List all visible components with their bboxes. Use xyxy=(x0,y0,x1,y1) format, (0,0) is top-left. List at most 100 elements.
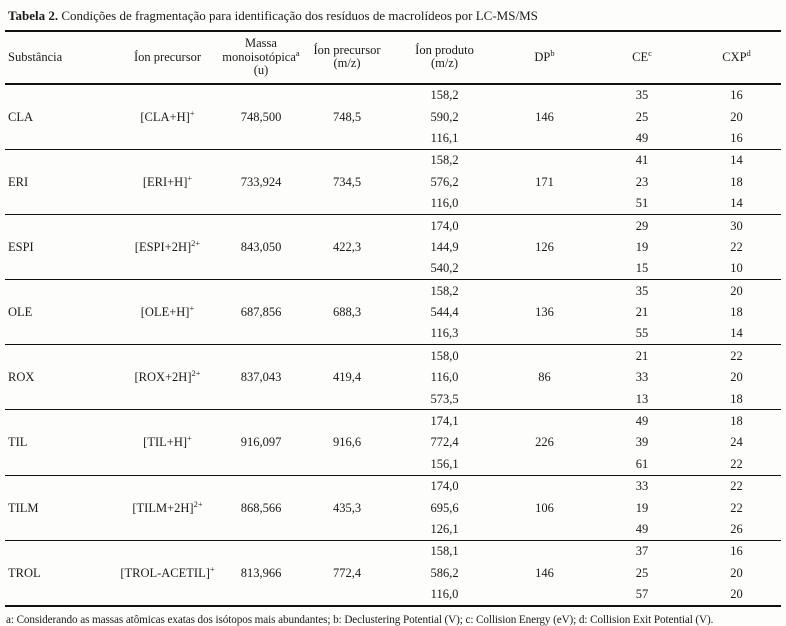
cell-dp: 126 xyxy=(535,239,554,254)
cell-cxp: 20 xyxy=(730,565,743,580)
cell-produto-mz: 576,2 xyxy=(430,174,459,189)
table-row: OLE [OLE+H]+ 687,856 688,3 158,2 136 35 … xyxy=(5,280,781,319)
substance-group: TIL [TIL+H]+ 916,097 916,6 174,1 226 49 … xyxy=(5,410,781,476)
column-header-ion-precursor: Íon precursor xyxy=(134,49,201,64)
cell-precursor-mz: 916,6 xyxy=(332,435,362,450)
cell-cxp: 14 xyxy=(730,196,743,211)
cell-cxp: 18 xyxy=(730,391,743,406)
substance-group: OLE [OLE+H]+ 687,856 688,3 158,2 136 35 … xyxy=(5,280,781,345)
cell-substancia: TROL xyxy=(8,565,41,580)
cell-precursor-mz: 748,5 xyxy=(332,109,362,124)
cell-produto-mz: 158,2 xyxy=(430,153,459,168)
cell-dp: 146 xyxy=(535,565,554,580)
cell-cxp: 22 xyxy=(730,239,743,254)
cell-produto-mz: 158,2 xyxy=(430,88,459,103)
cell-ce: 57 xyxy=(635,587,649,602)
cell-produto-mz: 116,0 xyxy=(430,196,459,211)
header-row: Substância Íon precursor Massa monoisotó… xyxy=(5,31,781,84)
cell-cxp: 22 xyxy=(730,456,743,471)
cell-substancia: ERI xyxy=(8,174,29,189)
cell-cxp: 18 xyxy=(730,174,743,189)
cell-produto-mz: 116,0 xyxy=(430,370,459,385)
cell-massa-monoisotopica: 916,097 xyxy=(240,435,282,450)
cell-massa-monoisotopica: 748,500 xyxy=(240,109,282,124)
footnote-marker-b: b xyxy=(550,47,555,58)
column-header-ion-precursor-mz: Íon precursor (m/z) xyxy=(313,42,381,71)
cell-cxp: 18 xyxy=(730,305,743,320)
cell-ce: 25 xyxy=(635,565,649,580)
cell-ion-precursor: [ESPI+2H]2+ xyxy=(134,237,201,254)
cell-ion-precursor: [CLA+H]+ xyxy=(140,107,195,124)
table-row: 544,4 21 18 xyxy=(5,301,781,322)
cell-ion-precursor: [OLE+H]+ xyxy=(140,302,195,320)
cell-cxp: 24 xyxy=(730,435,743,450)
cell-produto-mz: 772,4 xyxy=(430,435,459,450)
cell-ce: 23 xyxy=(635,174,649,189)
column-header-ce: CEc xyxy=(632,47,652,64)
cell-produto-mz: 544,4 xyxy=(430,305,459,320)
cell-cxp: 20 xyxy=(730,283,743,298)
cell-ce: 61 xyxy=(635,456,649,471)
table-row: ERI [ERI+H]+ 733,924 734,5 158,2 171 41 … xyxy=(5,149,781,188)
cell-dp: 226 xyxy=(535,435,554,450)
table-header: Substância Íon precursor Massa monoisotó… xyxy=(5,31,781,84)
substance-group: TROL [TROL-ACETIL]+ 813,966 772,4 158,1 … xyxy=(5,540,781,606)
cell-produto-mz: 156,1 xyxy=(430,456,459,471)
footnote-marker-c: c xyxy=(648,47,652,58)
table-row: 144,9 19 22 xyxy=(5,236,781,257)
table-row: ESPI [ESPI+2H]2+ 843,050 422,3 174,0 126… xyxy=(5,214,781,254)
table-row: 126,1 49 26 xyxy=(5,518,781,540)
cell-dp: 136 xyxy=(535,305,554,320)
cell-produto-mz: 116,1 xyxy=(430,130,459,145)
cell-ce: 33 xyxy=(635,479,649,494)
cell-dp: 171 xyxy=(535,174,554,189)
column-header-ion-produto-mz: Íon produto (m/z) xyxy=(415,42,474,71)
cell-ce: 35 xyxy=(635,88,649,103)
cell-substancia: ROX xyxy=(8,370,35,385)
footnote-marker-a: a xyxy=(295,47,300,58)
substance-group: ERI [ERI+H]+ 733,924 734,5 158,2 171 41 … xyxy=(5,149,781,215)
table-row: ROX [ROX+2H]2+ 837,043 419,4 158,0 86 21… xyxy=(5,345,781,384)
cell-cxp: 20 xyxy=(730,370,743,385)
table-footnote: a: Considerando as massas atômicas exata… xyxy=(6,613,714,626)
cell-ion-precursor: [ROX+2H]2+ xyxy=(134,368,201,385)
cell-ce: 15 xyxy=(635,261,649,276)
cell-produto-mz: 158,0 xyxy=(430,348,459,363)
cell-produto-mz: 174,0 xyxy=(430,479,459,494)
cell-massa-monoisotopica: 687,856 xyxy=(240,305,282,320)
charge-superscript: 2+ xyxy=(191,368,201,379)
cell-cxp: 30 xyxy=(730,218,743,233)
table-row: CLA [CLA+H]+ 748,500 748,5 158,2 146 35 … xyxy=(5,84,781,123)
cell-ce: 49 xyxy=(635,522,649,536)
cell-cxp: 14 xyxy=(730,153,743,168)
table-row: 576,2 23 18 xyxy=(5,171,781,192)
table-caption-label: Tabela 2. xyxy=(8,8,59,23)
cell-ce: 19 xyxy=(635,500,649,515)
cell-ce: 29 xyxy=(635,218,649,233)
cell-dp: 106 xyxy=(535,500,554,515)
table-row: 590,2 25 20 xyxy=(5,106,781,127)
cell-cxp: 18 xyxy=(730,414,743,429)
cell-produto-mz: 144,9 xyxy=(430,239,459,254)
cell-cxp: 16 xyxy=(730,130,743,145)
table-row: 116,0 57 20 xyxy=(5,583,781,605)
cell-ce: 25 xyxy=(635,109,649,124)
charge-superscript: 2+ xyxy=(193,498,203,509)
cell-ce: 21 xyxy=(635,348,649,363)
table-row: 573,5 13 18 xyxy=(5,388,781,410)
table-caption: Tabela 2. Condições de fragmentação para… xyxy=(5,6,781,30)
cell-ce: 21 xyxy=(635,305,649,320)
cell-produto-mz: 590,2 xyxy=(430,109,459,124)
cell-cxp: 22 xyxy=(730,479,743,494)
cell-produto-mz: 573,5 xyxy=(430,391,459,406)
fragmentation-conditions-table: Substância Íon precursor Massa monoisotó… xyxy=(5,30,781,607)
cell-cxp: 22 xyxy=(730,348,743,363)
cell-substancia: TIL xyxy=(8,435,28,450)
cell-substancia: OLE xyxy=(8,305,33,320)
substance-group: CLA [CLA+H]+ 748,500 748,5 158,2 146 35 … xyxy=(5,84,781,150)
cell-produto-mz: 174,0 xyxy=(430,218,459,233)
charge-superscript: + xyxy=(187,433,192,444)
charge-superscript: + xyxy=(209,563,215,574)
cell-produto-mz: 158,1 xyxy=(430,544,459,559)
cell-ce: 37 xyxy=(635,544,649,559)
